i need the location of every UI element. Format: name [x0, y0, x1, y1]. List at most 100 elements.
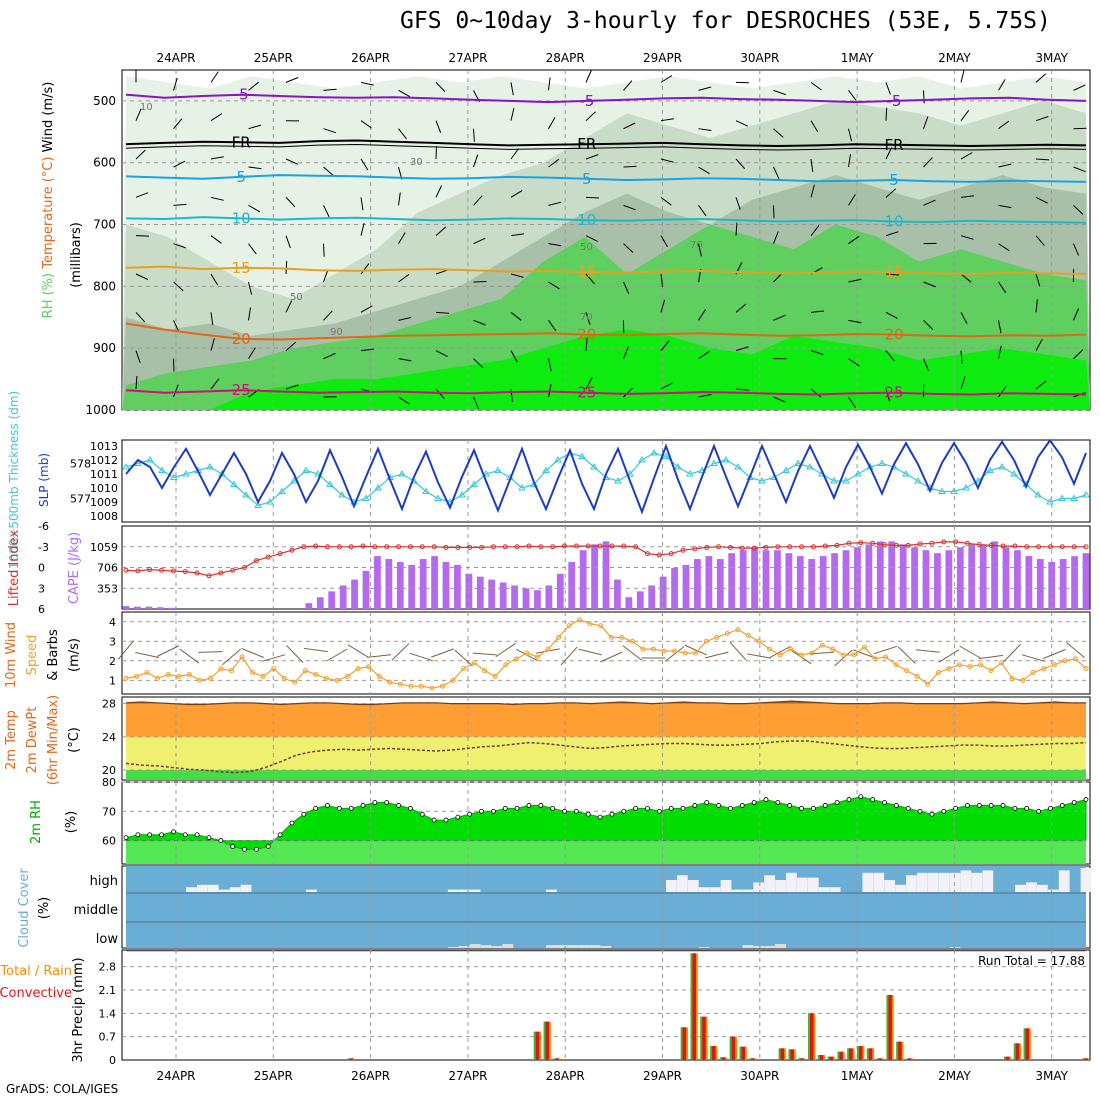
wind-barb — [848, 235, 860, 245]
wind10m-point — [260, 673, 266, 679]
precip-conv-bar — [1005, 1056, 1010, 1060]
wind-barb — [960, 152, 973, 160]
cape-bar — [396, 561, 404, 609]
thickness-point — [362, 494, 370, 501]
precip-conv-bar — [349, 1058, 354, 1060]
wind-barb — [285, 260, 288, 275]
wind10m-point — [556, 634, 562, 640]
cloud-high-bar — [807, 877, 819, 892]
isotherm-FR-second — [125, 143, 1087, 151]
cloud-high-bar — [927, 872, 939, 892]
li-point — [716, 544, 722, 550]
wind10m-barb — [1021, 654, 1045, 662]
wind-barb — [1035, 73, 1047, 83]
wind-barb — [398, 273, 410, 283]
wind-barb — [585, 70, 592, 83]
top-xtick: 1MAY — [841, 51, 874, 65]
rh2m-point — [455, 814, 461, 820]
wind10m-point — [840, 652, 846, 658]
slp-ytick: 1008 — [90, 510, 118, 523]
wind10m-point — [439, 683, 445, 689]
wind-barb — [473, 319, 486, 326]
cape-bar — [808, 559, 816, 609]
isotherm-label: -5 — [579, 92, 594, 110]
wind-barb — [548, 320, 557, 332]
wind10m-barb — [664, 646, 685, 662]
rh2m-point — [929, 811, 935, 817]
wind10m-barb — [1043, 649, 1066, 659]
wind-barb — [585, 196, 600, 199]
cloud-high-bar — [469, 889, 481, 892]
wind-barb — [660, 273, 664, 287]
precip-rain-bar — [817, 1055, 820, 1060]
wind-ytick: 4 — [109, 616, 116, 629]
wind-barb — [435, 350, 448, 358]
precip-rain-bar — [719, 1057, 722, 1060]
wind-barb — [885, 273, 900, 276]
precip-rain-bar — [827, 1056, 830, 1060]
cloud-high-bar — [666, 880, 677, 892]
precip-conv-bar — [898, 1041, 902, 1060]
li-point — [194, 570, 200, 576]
wind10m-barb — [221, 648, 242, 666]
wind10m-point — [914, 673, 920, 679]
cape-bar — [374, 556, 381, 609]
cape-bar — [842, 550, 850, 609]
wind-barb — [735, 120, 749, 127]
wind-barb — [548, 243, 562, 247]
li-point — [407, 544, 413, 550]
thickness-ytick: 578 — [70, 458, 91, 471]
rh2m-point — [206, 835, 212, 841]
cape-bar — [305, 603, 313, 609]
cloud-low-bar — [775, 944, 786, 948]
thickness-point — [230, 480, 238, 487]
wind10m-point — [218, 666, 224, 672]
thickness-point — [254, 501, 262, 508]
rh2m-point — [325, 803, 330, 808]
li-point — [289, 547, 295, 553]
wind-barb — [585, 273, 595, 285]
wind-barb — [810, 388, 822, 398]
thickness-point — [182, 470, 190, 477]
li-point — [953, 539, 959, 545]
wind-barb — [285, 341, 297, 352]
cloud-high-bar — [207, 884, 219, 892]
precip-conv-bar — [711, 1046, 716, 1060]
precip-legend-total: Total / Rain — [0, 964, 72, 979]
wind-barb — [848, 278, 862, 283]
wind-barb — [698, 309, 707, 321]
wind10m-barb — [179, 648, 200, 664]
li-line — [125, 541, 1086, 577]
cloud-high-bar — [960, 870, 972, 892]
rh2m-point — [621, 808, 627, 814]
bottom-xtick: 2MAY — [938, 1069, 971, 1083]
li-point — [810, 544, 816, 550]
bottom-xtick: 26APR — [351, 1069, 390, 1083]
wind-barb — [660, 235, 668, 248]
thickness-point — [434, 494, 442, 501]
wind-barb — [248, 204, 261, 213]
wind-barb — [810, 350, 824, 355]
top-xtick: 29APR — [643, 51, 682, 65]
li-point — [443, 544, 449, 550]
li-point — [265, 554, 271, 560]
wind-barb — [623, 346, 629, 359]
rh-contour-label: 30 — [410, 157, 423, 168]
wind-barb — [885, 350, 895, 362]
thickness-point — [698, 466, 706, 473]
wind-barb — [1035, 380, 1047, 390]
slp-ytick: 1012 — [90, 454, 118, 467]
wind-barb — [248, 243, 257, 255]
wind-barb — [360, 197, 364, 211]
li-point — [692, 546, 698, 552]
precip-conv-bar — [535, 1031, 540, 1060]
rh2m-point — [656, 808, 662, 814]
li-point — [882, 542, 888, 548]
wind-barb — [323, 310, 333, 321]
wind10m-point — [566, 623, 572, 629]
cape-bar — [739, 550, 747, 609]
thickness-point — [590, 463, 598, 470]
rh2m-point — [289, 820, 295, 826]
cape-bar — [876, 541, 884, 609]
temp-band-orange — [126, 703, 1086, 737]
